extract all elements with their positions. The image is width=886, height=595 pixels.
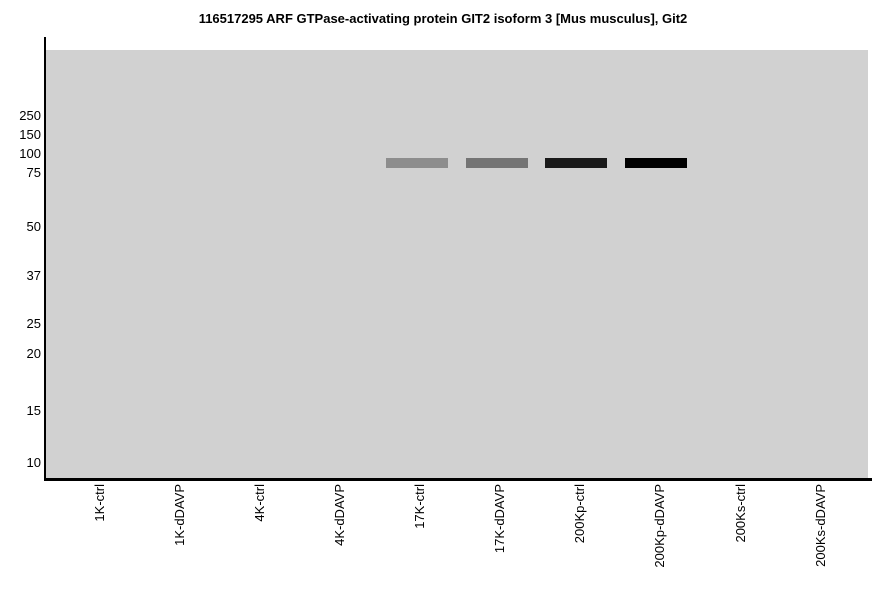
lane-label-1K-dDAVP: 1K-dDAVP <box>172 484 187 546</box>
lane-label-200Kp-dDAVP: 200Kp-dDAVP <box>652 484 667 568</box>
chart-title: 116517295 ARF GTPase-activating protein … <box>198 11 688 26</box>
y-tick-label-37: 37 <box>26 268 41 283</box>
band-200Kp-ctrl <box>545 158 607 168</box>
band-17K-dDAVP <box>466 158 528 168</box>
y-tick-label-50: 50 <box>26 219 41 234</box>
lane-label-200Ks-dDAVP: 200Ks-dDAVP <box>813 484 828 567</box>
y-tick-label-250: 250 <box>19 108 41 123</box>
y-tick-label-15: 15 <box>26 403 41 418</box>
y-tick-label-20: 20 <box>26 346 41 361</box>
y-tick-label-75: 75 <box>26 165 41 180</box>
band-17K-ctrl <box>386 158 448 168</box>
lane-label-4K-dDAVP: 4K-dDAVP <box>332 484 347 546</box>
x-axis-spine <box>44 478 872 481</box>
lane-label-17K-ctrl: 17K-ctrl <box>412 484 427 529</box>
y-tick-label-150: 150 <box>19 127 41 142</box>
lane-label-4K-ctrl: 4K-ctrl <box>252 484 267 522</box>
y-tick-label-10: 10 <box>26 455 41 470</box>
lane-label-17K-dDAVP: 17K-dDAVP <box>492 484 507 554</box>
lane-label-200Kp-ctrl: 200Kp-ctrl <box>572 484 587 544</box>
lane-label-1K-ctrl: 1K-ctrl <box>92 484 107 522</box>
band-200Kp-dDAVP <box>625 158 687 168</box>
y-tick-label-25: 25 <box>26 316 41 331</box>
y-axis-spine <box>44 37 46 481</box>
lane-label-200Ks-ctrl: 200Ks-ctrl <box>733 484 748 543</box>
y-tick-label-100: 100 <box>19 146 41 161</box>
gel-plot-area <box>46 50 868 478</box>
